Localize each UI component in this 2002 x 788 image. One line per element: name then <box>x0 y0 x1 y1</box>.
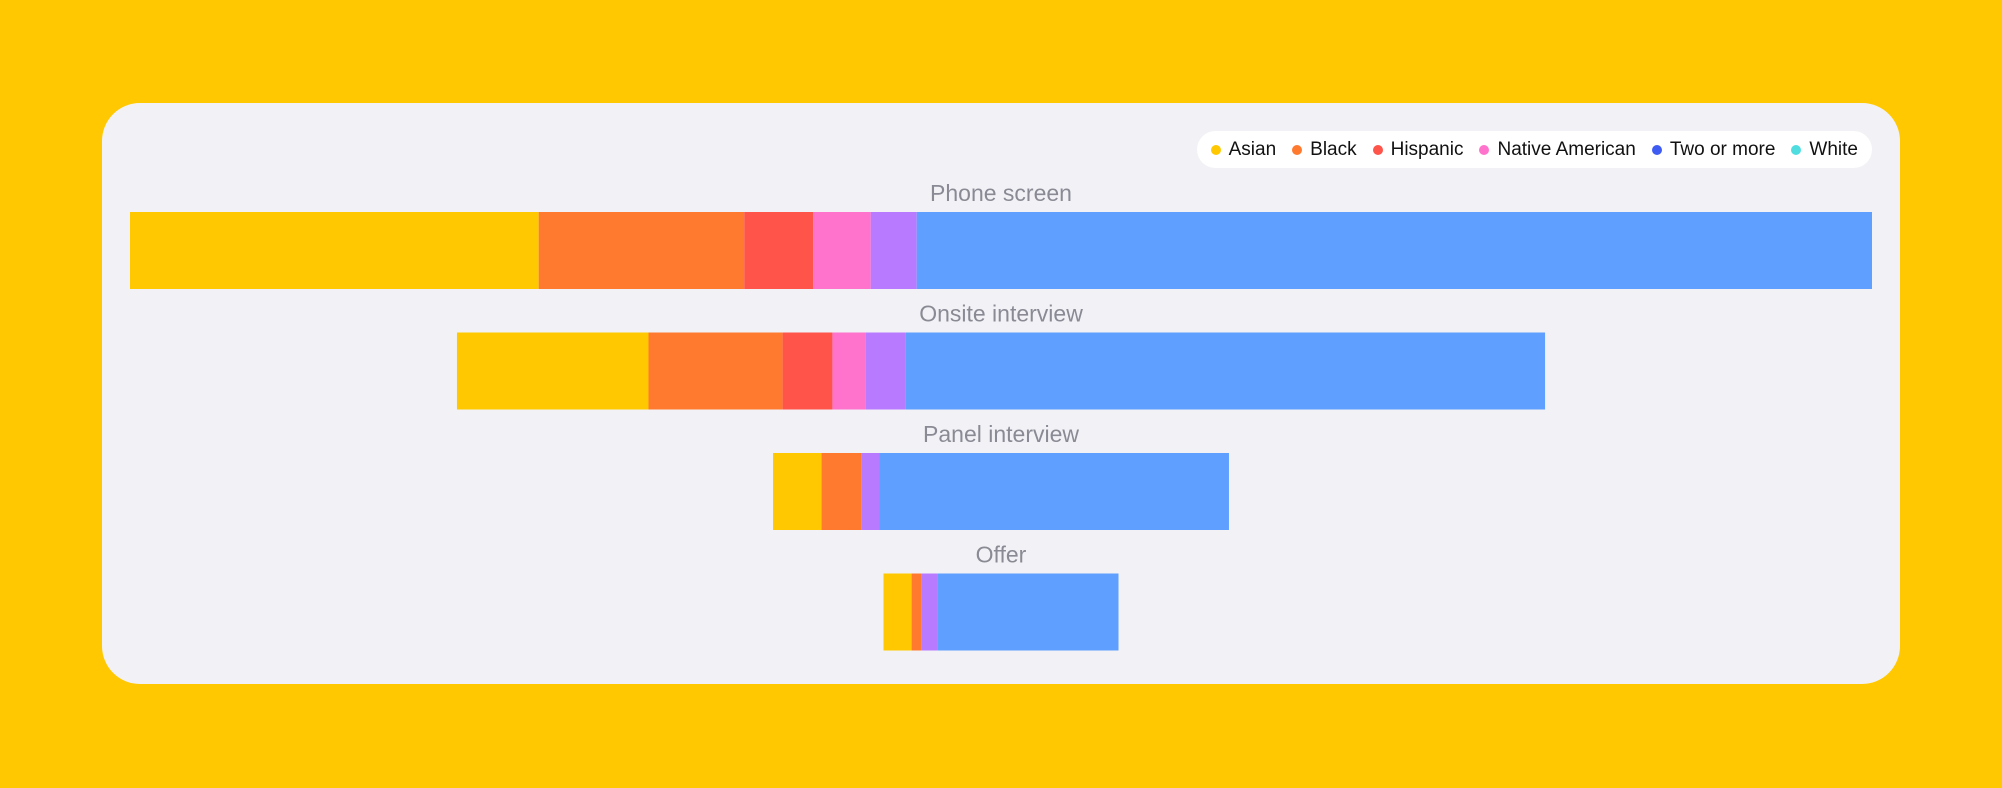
legend-label: Black <box>1310 138 1357 160</box>
legend-label: Asian <box>1228 138 1277 160</box>
stage-label: Offer <box>976 542 1027 568</box>
legend-dot <box>1210 144 1221 155</box>
bar-segment <box>916 212 1872 289</box>
legend-item: White <box>1791 139 1858 161</box>
bar-segment <box>456 332 649 410</box>
legend: Asian Black Hispanic Native American Two or … <box>1196 131 1872 168</box>
legend-dot <box>1479 144 1490 155</box>
bar-segment <box>879 453 1229 530</box>
bar-segment <box>130 212 539 289</box>
bar-segment <box>905 332 1546 410</box>
bar-segment <box>782 332 833 410</box>
bar-segment <box>861 453 880 530</box>
bar-segment <box>832 332 866 410</box>
stage-label: Panel interview <box>923 421 1079 447</box>
legend-item: Native American <box>1479 138 1636 161</box>
legend-label: Native American <box>1497 138 1636 160</box>
legend-dot <box>1651 144 1662 155</box>
bar-segment <box>821 453 862 530</box>
stage-label: Onsite interview <box>919 301 1083 327</box>
bar-segment <box>648 332 783 410</box>
bar-segment <box>911 573 922 651</box>
bar-segment <box>921 573 938 651</box>
legend-label: White <box>1809 138 1858 160</box>
bar-segment <box>865 332 906 410</box>
legend-dot <box>1372 144 1383 155</box>
legend-label: Hispanic <box>1390 138 1464 160</box>
bar-segment <box>937 573 1119 651</box>
bar-segment <box>538 212 745 289</box>
legend-item: Asian <box>1210 138 1277 161</box>
legend-label: Two or more <box>1669 138 1776 160</box>
bar-segment <box>813 212 871 289</box>
legend-item: Two or more <box>1651 138 1776 161</box>
legend-item: Black <box>1292 138 1357 161</box>
stage-label: Phone screen <box>930 180 1072 206</box>
bar-segment <box>773 453 822 530</box>
legend-dot <box>1791 144 1802 155</box>
bar-segment <box>870 212 917 289</box>
bar-segment <box>883 573 912 651</box>
bar-segment <box>744 212 814 289</box>
legend-item: Hispanic <box>1372 138 1464 161</box>
legend-dot <box>1292 144 1303 155</box>
